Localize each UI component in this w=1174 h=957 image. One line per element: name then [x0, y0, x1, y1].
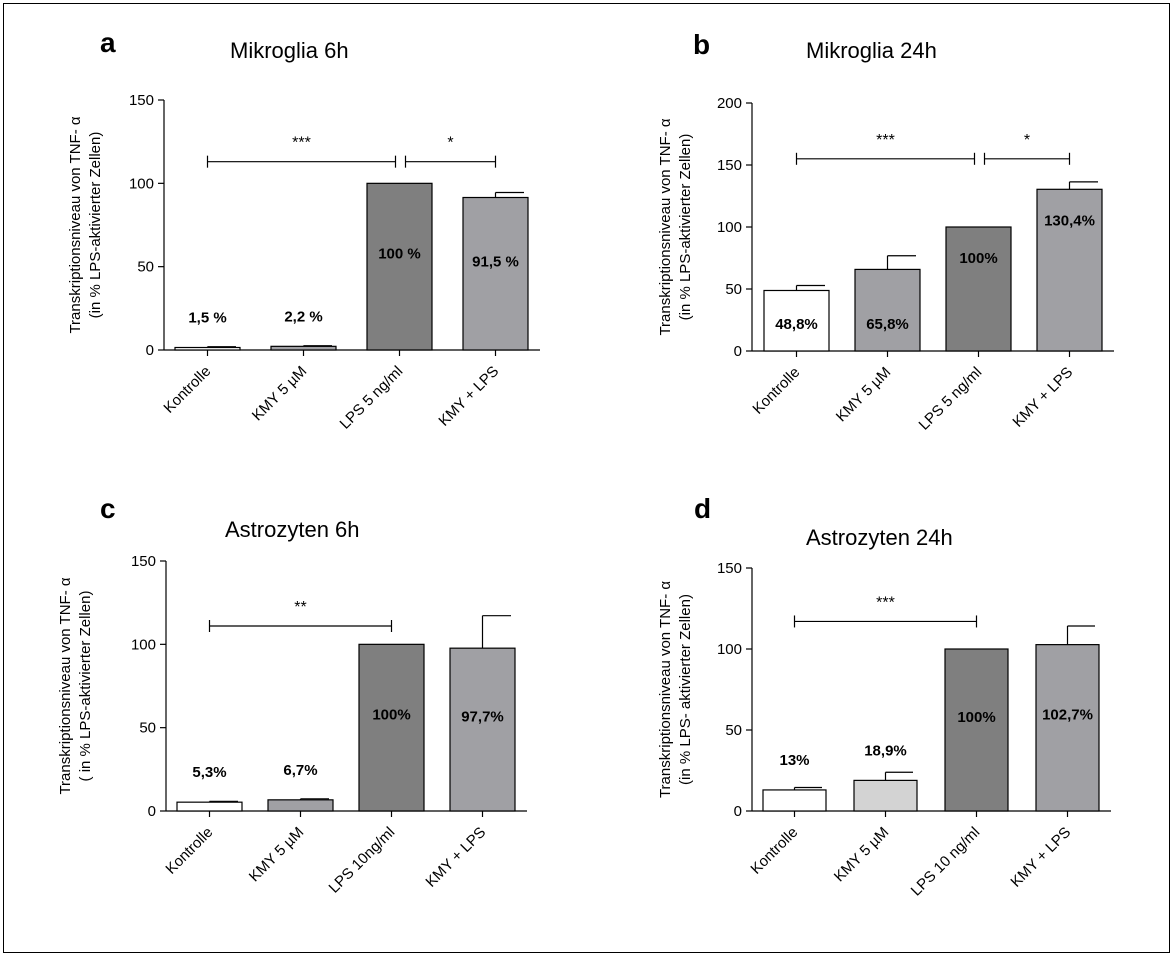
panel-b-y-tick-label: 50 — [725, 281, 742, 298]
panel-c-title: Astrozyten 6h — [225, 517, 360, 542]
figure-frame — [3, 3, 1170, 953]
panel-b-data-label-2: 100% — [959, 250, 997, 267]
panel-d-bar-3 — [1035, 644, 1100, 812]
panel-d-y-tick-label: 100 — [717, 641, 742, 658]
panel-a-bar-0 — [174, 346, 241, 351]
panel-d-title: Astrozyten 24h — [806, 525, 953, 550]
panel-c-data-label-2: 100% — [372, 706, 410, 723]
panel-b-data-label-1: 65,8% — [866, 316, 909, 333]
panel-d-y-tick-label: 0 — [734, 803, 742, 820]
panel-d-y-tick-label: 50 — [725, 722, 742, 739]
panel-a-y-tick-label: 50 — [137, 259, 154, 276]
panel-c-bar-2 — [358, 643, 425, 812]
panel-b-letter: b — [693, 29, 710, 60]
panel-d-y-tick-label: 150 — [717, 560, 742, 577]
panel-b-data-label-0: 48,8% — [775, 316, 818, 333]
panel-c-category-label-0: Kontrolle — [162, 824, 216, 878]
panel-a-data-label-1: 2,2 % — [284, 308, 322, 325]
panel-b-sig-label-0: *** — [876, 132, 895, 149]
panel-c-y-tick-label: 50 — [139, 720, 156, 737]
panel-c-data-label-0: 5,3% — [192, 764, 226, 781]
panel-d-sig-label-0: *** — [876, 594, 895, 611]
panel-d-bar-1 — [853, 779, 918, 812]
panel-a-y-axis-label-line2: (in % LPS-aktivierter Zellen) — [87, 132, 104, 319]
panel-b-y-tick-label: 0 — [734, 343, 742, 360]
panel-c-y-axis-label-line2: ( in % LPS-aktivierter Zellen) — [77, 591, 94, 782]
panel-c-letter: c — [100, 493, 116, 524]
panel-b-y-axis-label-line2: (in % LPS-aktivierter Zellen) — [677, 134, 694, 321]
panel-d-data-label-0: 13% — [779, 752, 809, 769]
panel-a-y-axis-label-line1: Transkriptionsniveau von TNF- α — [67, 116, 84, 333]
panel-a-sig-label-0: *** — [292, 135, 311, 152]
panel-c-category-label-1: KMY 5 µM — [246, 824, 308, 886]
panel-b-data-label-3: 130,4% — [1044, 212, 1095, 229]
panel-c-bar-0 — [176, 801, 243, 812]
panel-b-y-axis-label-line1: Transkriptionsniveau von TNF- α — [657, 118, 674, 335]
panel-c-y-axis-label-line1: Transkriptionsniveau von TNF- α — [57, 577, 74, 794]
panel-d-data-label-1: 18,9% — [864, 742, 907, 759]
panel-a-bar-1 — [270, 345, 337, 351]
panel-d-category-label-2: LPS 10 ng/ml — [908, 824, 984, 900]
panel-b-y-tick-label: 200 — [717, 95, 742, 112]
panel-c-category-label-2: LPS 10ng/ml — [326, 824, 399, 897]
panel-d-category-label-1: KMY 5 µM — [831, 824, 893, 886]
panel-a-y-tick-label: 100 — [129, 175, 154, 192]
panel-b-sig-label-1: * — [1024, 132, 1030, 149]
panel-d-y-axis-label-line2: (in % LPS- aktivierter Zellen) — [677, 594, 694, 785]
panel-d-bar-2 — [944, 648, 1009, 812]
panel-b-category-label-2: LPS 5 ng/ml — [916, 364, 986, 434]
panel-c-sig-label-0: ** — [294, 599, 306, 616]
panel-b-y-tick-label: 150 — [717, 157, 742, 174]
panel-d-letter: d — [694, 493, 711, 524]
panel-a-bar-3 — [462, 196, 529, 351]
panel-c-data-label-3: 97,7% — [461, 709, 504, 726]
panel-a-category-label-0: Kontrolle — [160, 363, 214, 417]
panel-b-y-tick-label: 100 — [717, 219, 742, 236]
panel-c-category-label-3: KMY + LPS — [422, 824, 489, 891]
panel-d-category-label-0: Kontrolle — [747, 824, 801, 878]
panel-a-category-label-1: KMY 5 µM — [249, 363, 311, 425]
panel-a-sig-label-1: * — [447, 135, 453, 152]
panel-a-bar-2 — [366, 182, 433, 351]
panel-d-category-label-3: KMY + LPS — [1007, 824, 1074, 891]
panel-b-category-label-1: KMY 5 µM — [833, 364, 895, 426]
panel-a-title: Mikroglia 6h — [230, 38, 349, 63]
panel-c-y-tick-label: 100 — [131, 636, 156, 653]
panel-d-data-label-3: 102,7% — [1042, 707, 1093, 724]
panel-c-bar-3 — [449, 647, 516, 812]
panel-a-category-label-3: KMY + LPS — [435, 363, 502, 430]
panel-b-category-label-3: KMY + LPS — [1009, 364, 1076, 431]
panel-a-y-tick-label: 150 — [129, 92, 154, 109]
panel-b-bar-0 — [763, 289, 830, 352]
panel-a-data-label-2: 100 % — [378, 245, 421, 262]
panel-b-bar-1 — [854, 268, 921, 352]
panel-c-data-label-1: 6,7% — [283, 762, 317, 779]
panel-c-y-tick-label: 0 — [148, 803, 156, 820]
panel-b-bar-2 — [945, 226, 1012, 352]
panel-c-y-tick-label: 150 — [131, 553, 156, 570]
panel-c-bar-1 — [267, 799, 334, 812]
panel-a-data-label-0: 1,5 % — [188, 310, 226, 327]
panel-a-y-tick-label: 0 — [146, 342, 154, 359]
panel-a-letter: a — [100, 27, 116, 58]
panel-a-category-label-2: LPS 5 ng/ml — [337, 363, 407, 433]
panel-b-category-label-0: Kontrolle — [749, 364, 803, 418]
panel-d-y-axis-label-line1: Transkriptionsniveau von TNF- α — [657, 581, 674, 798]
panel-b-title: Mikroglia 24h — [806, 38, 937, 63]
panel-d-data-label-2: 100% — [957, 709, 995, 726]
panel-a-data-label-3: 91,5 % — [472, 254, 519, 271]
panel-d-bar-0 — [762, 789, 827, 812]
